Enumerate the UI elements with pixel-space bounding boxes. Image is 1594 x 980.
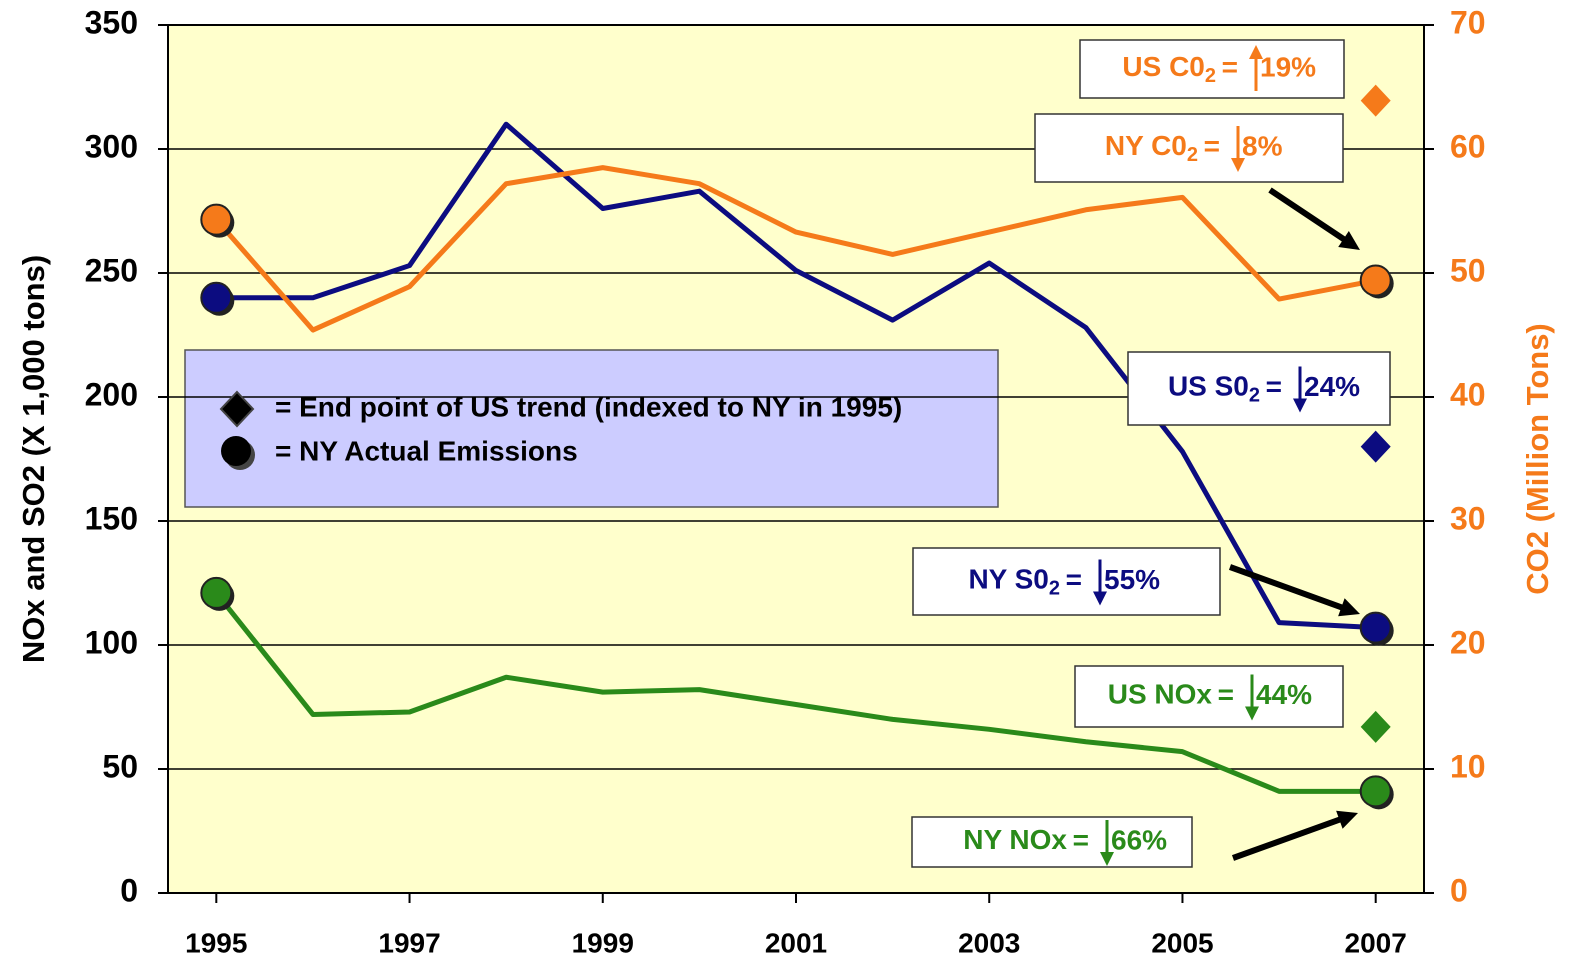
annotation-pct: 8% [1242, 130, 1283, 161]
annotation-prefix: NY S0 [968, 564, 1048, 595]
annotation-prefix: US C0 [1122, 51, 1204, 82]
y-tick-label: 100 [85, 624, 138, 660]
annotation-prefix: US NOx [1108, 679, 1213, 710]
annotation-eq: = [1266, 371, 1282, 402]
x-tick-label: 1999 [572, 927, 634, 958]
y-tick-label: 0 [120, 872, 138, 908]
y-tick-label: 150 [85, 500, 138, 536]
annotation-prefix: NY NOx [963, 824, 1067, 855]
ny-marker [1359, 775, 1392, 808]
annotation-eq: = [1218, 679, 1234, 710]
x-tick-label: 1995 [185, 927, 247, 958]
annotation-prefix: US S0 [1168, 371, 1249, 402]
annotation-sub: 2 [1187, 144, 1198, 166]
pointer-arrowhead [1336, 810, 1358, 829]
annotation-label: US C02 [1122, 51, 1216, 87]
annotation-label: US S02 [1168, 371, 1260, 407]
x-tick-label: 1997 [378, 927, 440, 958]
annotation-sub: 2 [1249, 385, 1260, 407]
annotation-pct: 55% [1104, 564, 1160, 595]
series-line [214, 165, 1377, 333]
annotation-label: US NOx [1108, 679, 1213, 710]
ny-marker [1359, 264, 1392, 297]
pointer-arrow [1231, 816, 1343, 861]
annotation-eq: = [1073, 824, 1089, 855]
annotation-box [912, 547, 1221, 616]
trend-arrowhead [1093, 591, 1107, 606]
series-line [214, 591, 1376, 794]
annotation-pct: 19% [1260, 51, 1316, 82]
y-tick-label: 250 [85, 252, 138, 288]
y-tick-label: 350 [85, 4, 138, 40]
us-endpoint [1360, 84, 1391, 117]
x-tick-label: 2007 [1345, 927, 1407, 958]
annotation-label: NY C02 [1105, 130, 1198, 166]
ny-marker [200, 576, 233, 609]
legend-diamond [219, 390, 255, 428]
annotation-label: NY NOx [963, 824, 1067, 855]
series-line [216, 121, 1376, 631]
annotation-box [1074, 665, 1344, 728]
annotation-eq: = [1204, 130, 1220, 161]
annotation-pct: 66% [1111, 824, 1167, 855]
annotation-box [911, 816, 1193, 868]
y2-tick-label: 10 [1450, 748, 1486, 784]
trend-arrowhead [1100, 852, 1114, 866]
y2-tick-label: 40 [1450, 376, 1486, 412]
y-tick-label: 300 [85, 128, 138, 164]
trend-arrowhead [1249, 45, 1263, 59]
pointer-arrowhead [1338, 598, 1360, 617]
annotation-eq: = [1066, 564, 1082, 595]
annotation-eq: = [1222, 51, 1238, 82]
trend-arrowhead [1245, 706, 1259, 721]
y2-tick-label: 60 [1450, 128, 1486, 164]
y2-tick-label: 30 [1450, 500, 1486, 536]
annotation-sub: 2 [1205, 65, 1216, 87]
annotation-pct: 44% [1256, 679, 1312, 710]
annotation-pct: 24% [1304, 371, 1360, 402]
y-axis-label: NOx and SO2 (X 1,000 tons) [16, 255, 51, 663]
x-tick-label: 2003 [958, 927, 1020, 958]
pointer-arrow [1268, 187, 1348, 243]
pointer-arrow [1228, 564, 1345, 611]
trend-arrowhead [1231, 158, 1245, 172]
annotation-label: NY S02 [968, 564, 1060, 600]
annotation-box [1034, 113, 1344, 183]
annotation-box [1127, 351, 1391, 426]
y-tick-label: 200 [85, 376, 138, 412]
annotation-sub: 2 [1049, 578, 1060, 600]
annotation-box [1079, 39, 1345, 99]
legend-label: = End point of US trend (indexed to NY i… [275, 391, 902, 422]
annotation-prefix: NY C0 [1105, 130, 1187, 161]
legend-box [184, 349, 999, 508]
ny-marker [200, 203, 233, 236]
us-endpoint [1360, 710, 1391, 743]
y2-tick-label: 50 [1450, 252, 1486, 288]
ny-marker [200, 281, 233, 314]
x-tick-label: 2001 [765, 927, 827, 958]
y-tick-label: 50 [102, 748, 138, 784]
pointer-arrowhead [1338, 231, 1360, 250]
y2-tick-label: 20 [1450, 624, 1486, 660]
legend-label: = NY Actual Emissions [275, 435, 578, 466]
ny-marker [1359, 611, 1392, 644]
legend-circle [221, 436, 251, 466]
us-endpoint [1360, 430, 1391, 463]
y2-tick-label: 70 [1450, 4, 1486, 40]
y2-axis-label: CO2 (Million Tons) [1520, 323, 1555, 595]
trend-arrowhead [1293, 398, 1307, 413]
y2-tick-label: 0 [1450, 872, 1468, 908]
x-tick-label: 2005 [1151, 927, 1213, 958]
